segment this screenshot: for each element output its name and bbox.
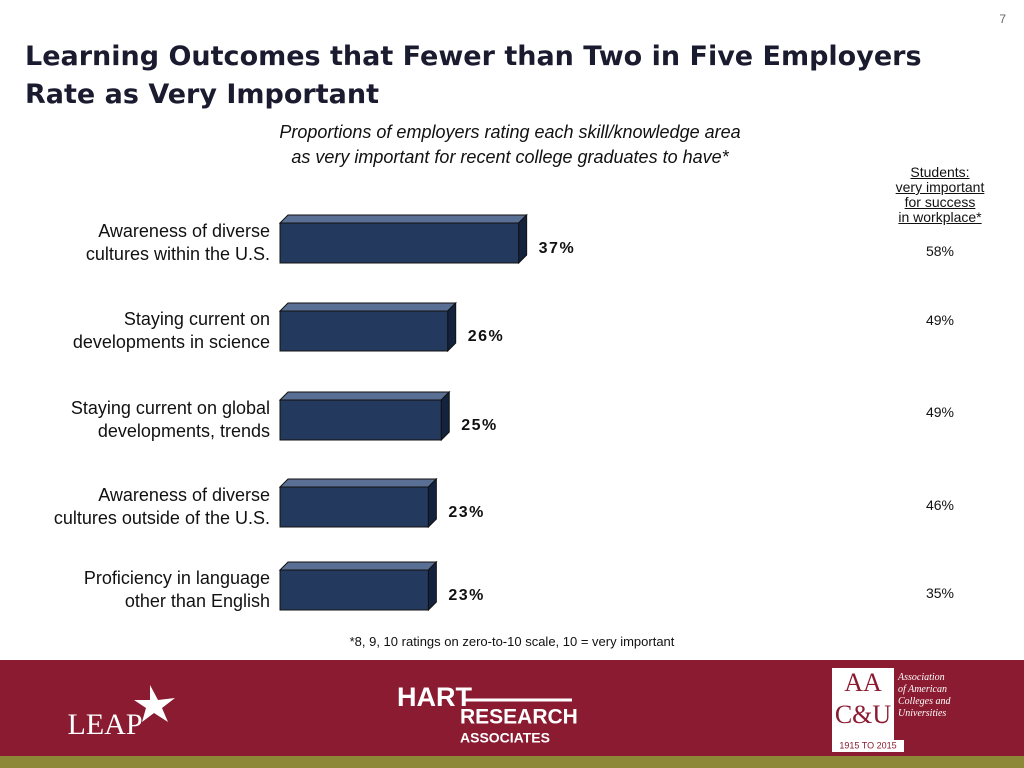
research-logo: RESEARCH (460, 706, 578, 729)
leap-star (134, 685, 175, 722)
students-value: 49% (925, 404, 955, 420)
bar-side (440, 390, 450, 442)
category-label: Proficiency in language other than Engli… (83, 568, 270, 611)
bar-side (518, 213, 528, 265)
bar-side (427, 477, 437, 529)
title: Learning Outcomes that Fewer than Two in… (25, 41, 922, 110)
category-label: Staying current on developments in scien… (72, 309, 270, 352)
subtitle: Proportions of employers rating each ski… (279, 122, 741, 167)
students-value: 35% (925, 585, 955, 601)
bars: 37% 26% 25% 23% 23% (278, 213, 576, 612)
bar (279, 569, 429, 611)
aacu-top: AA (844, 668, 882, 697)
students-value: 46% (925, 497, 955, 513)
value-label: 26% (468, 328, 505, 345)
bar (279, 222, 520, 264)
bar-top (278, 478, 438, 488)
value-label: 37% (539, 240, 576, 257)
bar (279, 486, 429, 528)
bar-side (447, 301, 457, 353)
aacu-years: 1915 TO 2015 (839, 740, 896, 750)
students-header: Students: very important for success in … (895, 164, 985, 225)
value-label: 23% (448, 587, 485, 604)
value-label: 23% (448, 504, 485, 521)
category-label: Staying current on global developments, … (70, 398, 270, 441)
bar (279, 399, 442, 441)
aacu-name: Association of American Colleges and Uni… (898, 672, 951, 719)
bar-top (278, 561, 438, 571)
category-label: Awareness of diverse cultures within the… (85, 221, 270, 264)
category-label: Awareness of diverse cultures outside of… (53, 485, 270, 528)
hart-logo: HART (397, 682, 472, 712)
students-value: 58% (925, 243, 955, 259)
leap-logo: LEAP (68, 708, 143, 741)
bar-top (278, 391, 451, 401)
bar-top (278, 302, 457, 312)
associates-logo: ASSOCIATES (460, 730, 550, 746)
bar-top (278, 214, 528, 224)
footnote: *8, 9, 10 ratings on zero-to-10 scale, 1… (349, 634, 675, 649)
bar-side (427, 560, 437, 612)
aacu-years-box (832, 740, 904, 752)
bar (279, 310, 449, 352)
students-value: 49% (925, 312, 955, 328)
aacu-bottom: C&U (835, 700, 892, 729)
footer-strip (0, 756, 1024, 768)
value-label: 25% (461, 417, 498, 434)
slide-number: 7 (999, 12, 1006, 26)
aacu-box (832, 668, 894, 740)
